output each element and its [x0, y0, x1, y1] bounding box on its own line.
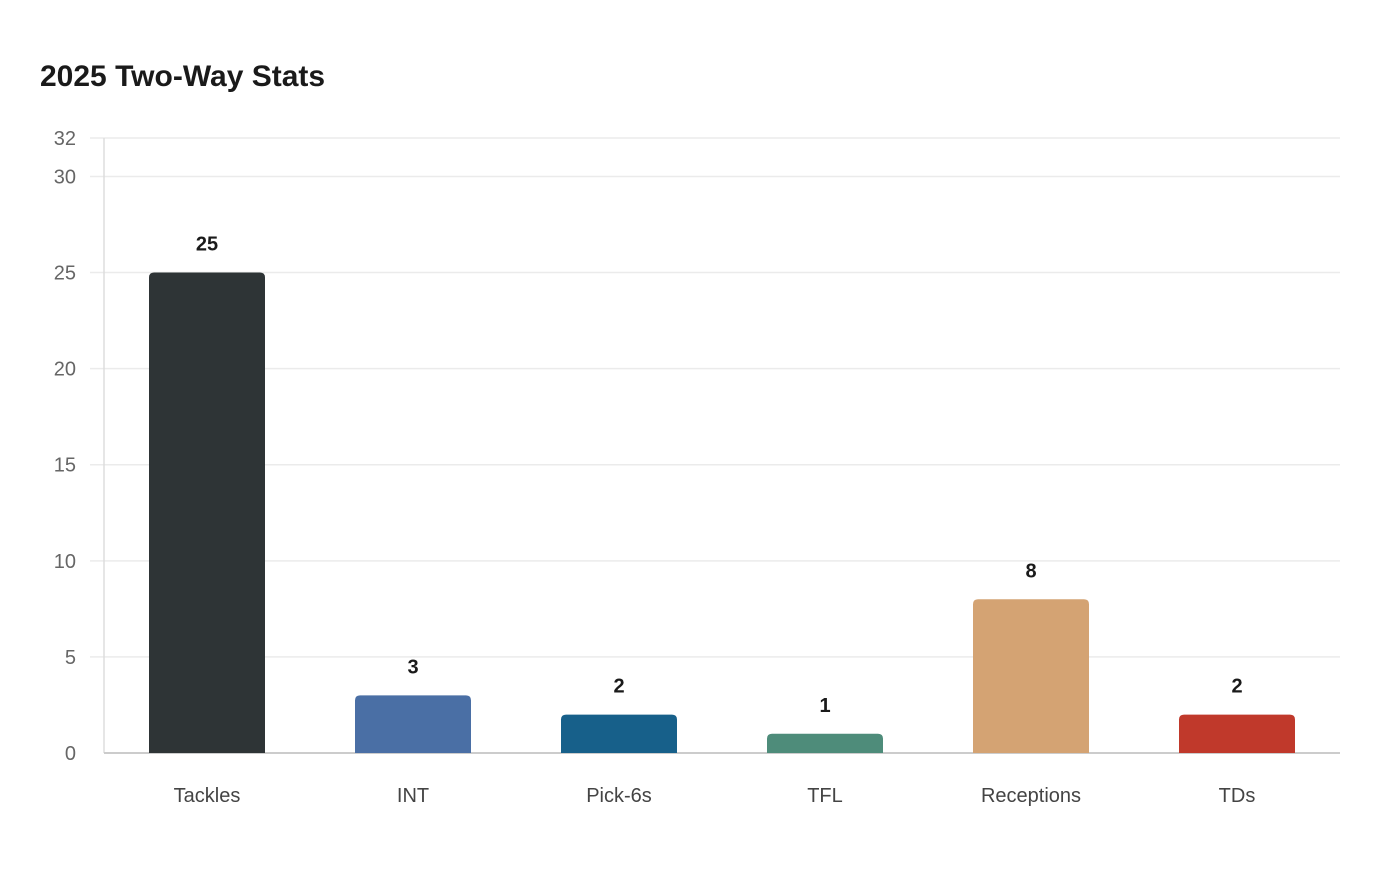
data-label: 25 — [196, 234, 218, 256]
data-label: 2 — [613, 676, 624, 698]
data-labels: 25 3 2 1 8 2 — [196, 234, 1243, 717]
bar-pick-6s — [561, 714, 677, 753]
chart-title: 2025 Two-Way Stats — [40, 60, 326, 93]
axes — [103, 138, 1340, 754]
grid-lines — [90, 137, 1340, 658]
bar-receptions — [973, 599, 1089, 753]
y-tick-label: 0 — [65, 743, 76, 765]
y-tick-label: 32 — [54, 128, 76, 150]
y-tick-label: 10 — [54, 551, 76, 573]
x-tick-label: Tackles — [174, 785, 241, 807]
data-label: 1 — [819, 695, 830, 717]
x-axis-category-labels: Tackles INT Pick-6s TFL Receptions TDs — [174, 785, 1256, 807]
bars — [149, 272, 1295, 753]
x-tick-label: TDs — [1219, 785, 1256, 807]
x-tick-label: Pick-6s — [586, 785, 652, 807]
data-label: 8 — [1025, 560, 1036, 582]
y-axis-tick-labels: 0 5 10 15 20 25 30 32 — [54, 128, 76, 765]
bar-tfl — [767, 733, 883, 753]
bar-tds — [1179, 714, 1295, 753]
y-tick-label: 20 — [54, 359, 76, 381]
y-tick-label: 30 — [54, 166, 76, 188]
x-tick-label: Receptions — [981, 785, 1081, 807]
bar-int — [355, 695, 471, 753]
y-tick-label: 25 — [54, 263, 76, 285]
y-tick-label: 5 — [65, 647, 76, 669]
y-tick-label: 15 — [54, 455, 76, 477]
bar-tackles — [149, 272, 265, 753]
x-tick-label: INT — [397, 785, 429, 807]
x-tick-label: TFL — [807, 785, 843, 807]
data-label: 3 — [407, 656, 418, 678]
data-label: 2 — [1231, 676, 1242, 698]
